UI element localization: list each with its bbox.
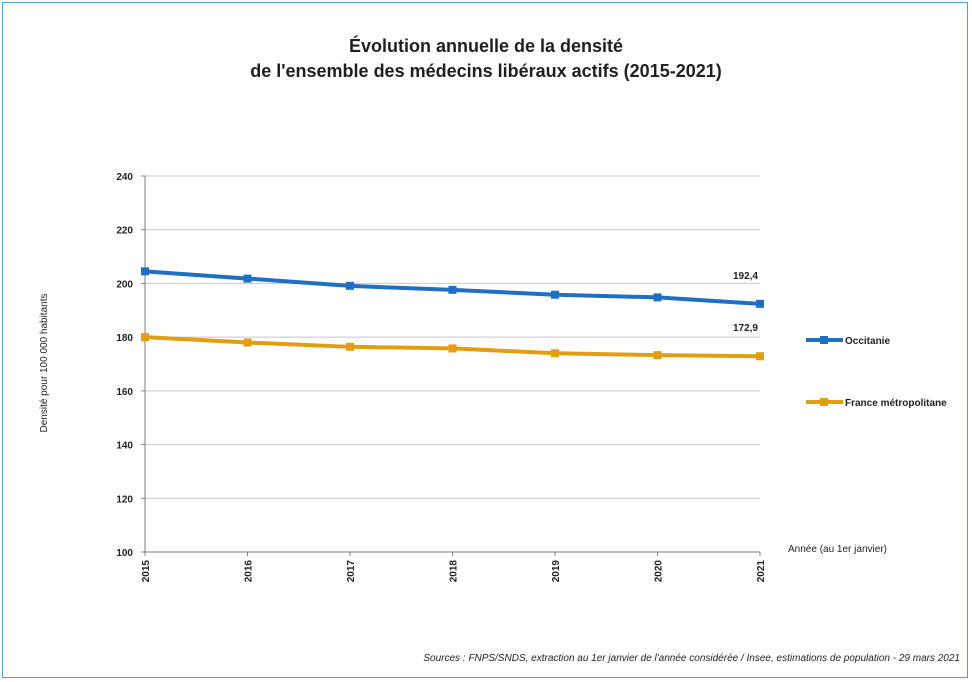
y-tick-label: 220 xyxy=(116,226,133,237)
legend-marker xyxy=(820,398,828,406)
y-tick-label: 200 xyxy=(116,279,133,290)
data-label: 172,9 xyxy=(733,323,758,334)
data-point xyxy=(141,333,149,342)
data-point xyxy=(551,349,559,358)
y-tick-label: 120 xyxy=(116,494,133,505)
y-tick-label: 160 xyxy=(116,387,133,398)
x-tick-label: 2020 xyxy=(654,560,665,583)
data-point xyxy=(346,342,354,351)
x-tick-label: 2019 xyxy=(551,560,562,583)
y-tick-label: 240 xyxy=(116,172,133,183)
legend-label: Occitanie xyxy=(845,336,890,347)
legend-label: France métropolitane xyxy=(845,398,947,409)
y-axis-label: Densité pour 100 000 habitants xyxy=(39,294,50,433)
data-point xyxy=(756,352,764,361)
x-tick-label: 2016 xyxy=(244,560,255,583)
chart-subtitle: de l'ensemble des médecins libéraux acti… xyxy=(250,61,722,81)
x-axis-label: Année (au 1er janvier) xyxy=(788,544,887,555)
series-lines: 192,4 172,9 xyxy=(141,267,764,361)
y-tick-label: 180 xyxy=(116,333,133,344)
tick-labels: 100 120 140 160 180 200 220 240 2015 2016 2017 2018… xyxy=(116,172,767,582)
source-note: Sources : FNPS/SNDS, extraction au 1er j… xyxy=(423,653,960,664)
data-point xyxy=(756,299,764,308)
data-point xyxy=(653,293,662,302)
axes xyxy=(141,175,761,556)
data-point xyxy=(448,285,457,294)
legend-marker xyxy=(820,336,828,344)
chart-title: Évolution annuelle de la densité xyxy=(348,36,624,56)
x-tick-label: 2021 xyxy=(756,560,767,583)
data-point xyxy=(448,344,457,353)
x-tick-label: 2015 xyxy=(141,560,152,583)
x-tick-label: 2017 xyxy=(346,560,357,583)
gridlines xyxy=(145,175,760,499)
data-point xyxy=(346,281,354,290)
x-tick-label: 2018 xyxy=(449,560,460,583)
data-point xyxy=(551,290,559,299)
y-tick-label: 140 xyxy=(116,441,133,452)
data-point xyxy=(653,351,662,360)
data-point xyxy=(243,274,252,283)
data-label: 192,4 xyxy=(733,271,758,282)
data-point xyxy=(243,338,252,347)
legend: Occitanie France métropolitane xyxy=(806,336,947,409)
data-point xyxy=(141,267,149,276)
y-tick-label: 100 xyxy=(116,548,133,559)
